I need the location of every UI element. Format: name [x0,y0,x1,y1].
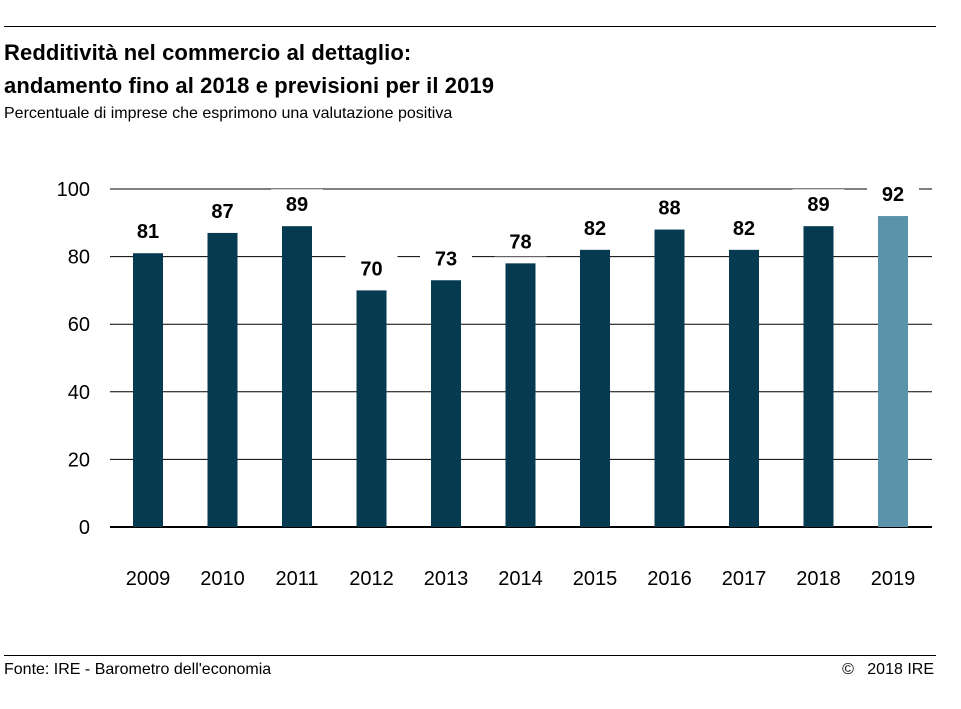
bar [729,249,759,527]
data-label: 88 [658,198,680,220]
x-tick-label: 2014 [498,568,543,590]
chart-title: Redditività nel commercio al dettaglio: … [4,36,494,102]
data-label: 82 [733,218,755,240]
data-label-halo [345,253,398,284]
y-tick-label: 100 [57,179,90,201]
data-label-halo [867,179,919,210]
bar [803,226,834,527]
data-label: 82 [584,218,606,240]
data-label: 89 [286,194,308,216]
data-label: 89 [807,194,829,216]
bar [133,253,163,527]
x-tick-label: 2013 [424,568,469,590]
x-tick-label: 2016 [647,568,692,590]
y-tick-label: 60 [68,314,90,336]
source-note: Fonte: IRE - Barometro dell'economia [4,661,272,678]
bar [580,249,610,527]
y-tick-label: 0 [79,517,90,539]
data-label-halo [494,226,547,257]
top-rule [4,26,936,27]
data-label-halo [420,243,472,274]
data-label: 78 [509,231,531,253]
x-tick-label: 2011 [275,568,318,590]
data-label-halo [718,212,770,243]
data-label-halo [196,195,249,226]
bar [282,226,312,527]
bar [431,280,461,527]
y-tick-label: 80 [68,247,90,269]
title-line-1: Redditività nel commercio al dettaglio: [4,40,412,65]
data-label-halo [792,189,845,220]
bar [356,290,387,527]
bar [654,229,685,527]
x-tick-label: 2012 [349,568,394,590]
x-tick-label: 2018 [796,568,841,590]
data-label-halo [569,212,621,243]
data-label: 70 [360,258,382,280]
chart-subtitle: Percentuale di imprese che esprimono una… [4,105,453,122]
bottom-rule [4,655,936,656]
y-tick-label: 40 [68,382,90,404]
data-label-halo [122,216,174,247]
x-tick-label: 2017 [722,568,767,590]
bar [207,232,238,527]
data-label-halo [271,189,323,220]
x-tick-label: 2019 [871,568,916,590]
data-label: 73 [435,248,457,270]
bar [505,263,536,527]
copyright-note: © 2018 IRE [842,661,934,678]
bar-forecast [878,216,908,528]
data-label: 87 [211,201,233,223]
x-tick-label: 2015 [573,568,618,590]
y-tick-label: 20 [68,449,90,471]
title-line-2: andamento fino al 2018 e previsioni per … [4,73,495,98]
data-label-halo [643,192,696,223]
data-label: 81 [137,221,159,243]
data-label: 92 [882,184,904,206]
x-tick-label: 2010 [200,568,245,590]
x-tick-label: 2009 [126,568,171,590]
